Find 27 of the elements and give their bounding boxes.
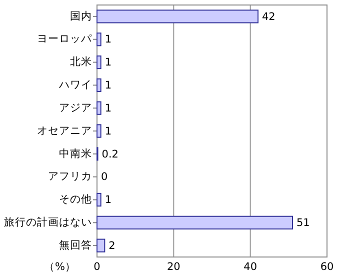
y-tick-label: アフリカ — [48, 170, 92, 183]
data-label: 0 — [101, 171, 108, 184]
data-label: 2 — [108, 240, 116, 252]
x-tick-label: 60 — [320, 260, 334, 273]
y-tick-label: 北米 — [70, 55, 92, 68]
y-tick-label: 旅行の計画はない — [4, 216, 92, 229]
y-tick-label: ヨーロッパ — [37, 33, 93, 46]
y-tick-label: アジア — [59, 102, 92, 114]
x-axis-title: （%） — [44, 260, 76, 273]
data-label: 1 — [104, 194, 112, 206]
data-label: 1 — [104, 102, 112, 114]
data-label: 51 — [296, 217, 310, 230]
y-tick-label: 国内 — [70, 9, 92, 22]
data-label: 1 — [104, 34, 112, 46]
x-tick-label: 20 — [166, 260, 180, 273]
data-label: 1 — [104, 125, 112, 138]
data-label: 42 — [262, 10, 276, 23]
y-tick-label: その他 — [59, 194, 92, 206]
y-tick-label: 無回答 — [59, 239, 92, 252]
data-label: 0.2 — [102, 148, 118, 160]
y-tick-label: 中南米 — [59, 146, 92, 160]
y-tick-label: ハワイ — [58, 79, 92, 92]
y-tick-label: オセアニア — [37, 124, 92, 137]
data-label: 1 — [104, 80, 112, 92]
x-tick-label: 0 — [94, 260, 100, 273]
x-tick-label: 40 — [244, 260, 258, 273]
data-label: 1 — [104, 56, 112, 69]
